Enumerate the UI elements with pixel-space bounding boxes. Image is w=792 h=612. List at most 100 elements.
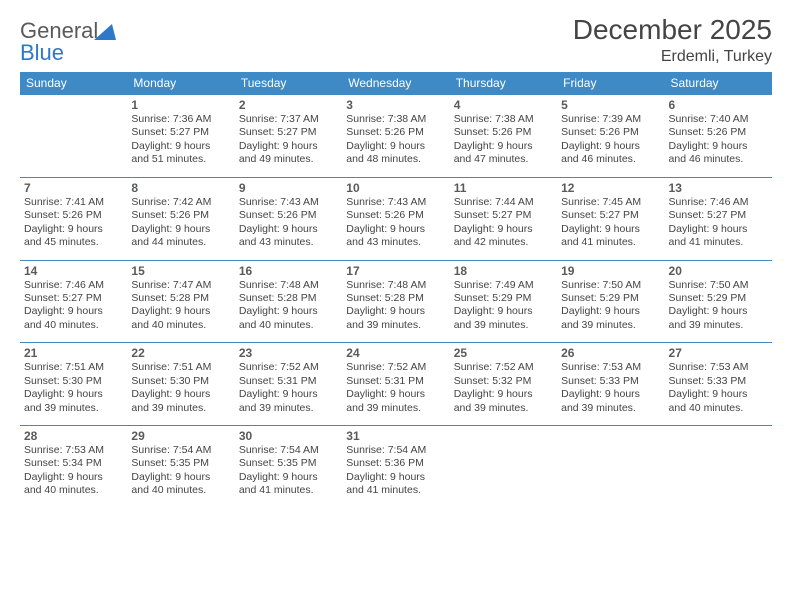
day-info-line: Sunrise: 7:53 AM <box>24 444 123 457</box>
calendar-day-cell: 2Sunrise: 7:37 AMSunset: 5:27 PMDaylight… <box>235 95 342 178</box>
calendar-day-cell <box>557 426 664 508</box>
day-info-line: and 41 minutes. <box>239 484 338 497</box>
day-number: 12 <box>561 181 660 195</box>
day-info: Sunrise: 7:41 AMSunset: 5:26 PMDaylight:… <box>24 196 123 250</box>
day-info-line: Sunset: 5:35 PM <box>131 457 230 470</box>
calendar-day-cell: 30Sunrise: 7:54 AMSunset: 5:35 PMDayligh… <box>235 426 342 508</box>
day-info-line: Sunset: 5:27 PM <box>131 126 230 139</box>
day-number: 4 <box>454 98 553 112</box>
calendar-day-cell: 17Sunrise: 7:48 AMSunset: 5:28 PMDayligh… <box>342 260 449 343</box>
day-number: 23 <box>239 346 338 360</box>
day-info-line: Sunrise: 7:43 AM <box>239 196 338 209</box>
day-info-line: and 46 minutes. <box>561 153 660 166</box>
day-info-line: Daylight: 9 hours <box>131 471 230 484</box>
day-info: Sunrise: 7:53 AMSunset: 5:33 PMDaylight:… <box>669 361 768 415</box>
day-info-line: Sunrise: 7:53 AM <box>669 361 768 374</box>
day-info-line: Sunrise: 7:51 AM <box>24 361 123 374</box>
day-info-line: Sunset: 5:28 PM <box>131 292 230 305</box>
calendar-day-cell: 22Sunrise: 7:51 AMSunset: 5:30 PMDayligh… <box>127 343 234 426</box>
day-info-line: Sunset: 5:26 PM <box>346 126 445 139</box>
day-info-line: and 49 minutes. <box>239 153 338 166</box>
day-info: Sunrise: 7:44 AMSunset: 5:27 PMDaylight:… <box>454 196 553 250</box>
day-info: Sunrise: 7:37 AMSunset: 5:27 PMDaylight:… <box>239 113 338 167</box>
day-info-line: and 40 minutes. <box>24 484 123 497</box>
day-info-line: Sunrise: 7:52 AM <box>346 361 445 374</box>
day-info-line: Sunrise: 7:38 AM <box>454 113 553 126</box>
day-number: 24 <box>346 346 445 360</box>
weekday-header: Thursday <box>450 72 557 95</box>
day-info-line: Daylight: 9 hours <box>131 140 230 153</box>
day-info: Sunrise: 7:42 AMSunset: 5:26 PMDaylight:… <box>131 196 230 250</box>
day-info-line: Daylight: 9 hours <box>239 388 338 401</box>
calendar-day-cell: 12Sunrise: 7:45 AMSunset: 5:27 PMDayligh… <box>557 177 664 260</box>
day-info-line: and 39 minutes. <box>346 402 445 415</box>
day-number: 6 <box>669 98 768 112</box>
day-info-line: Sunrise: 7:48 AM <box>346 279 445 292</box>
day-number: 3 <box>346 98 445 112</box>
calendar-table: Sunday Monday Tuesday Wednesday Thursday… <box>20 72 772 508</box>
day-info-line: Sunset: 5:33 PM <box>669 375 768 388</box>
weekday-header: Friday <box>557 72 664 95</box>
calendar-day-cell: 21Sunrise: 7:51 AMSunset: 5:30 PMDayligh… <box>20 343 127 426</box>
day-info: Sunrise: 7:50 AMSunset: 5:29 PMDaylight:… <box>669 279 768 333</box>
day-number: 30 <box>239 429 338 443</box>
day-number: 15 <box>131 264 230 278</box>
day-info: Sunrise: 7:53 AMSunset: 5:34 PMDaylight:… <box>24 444 123 498</box>
day-info-line: and 40 minutes. <box>131 319 230 332</box>
calendar-day-cell: 13Sunrise: 7:46 AMSunset: 5:27 PMDayligh… <box>665 177 772 260</box>
day-info-line: Sunset: 5:29 PM <box>561 292 660 305</box>
day-number: 26 <box>561 346 660 360</box>
calendar-day-cell: 29Sunrise: 7:54 AMSunset: 5:35 PMDayligh… <box>127 426 234 508</box>
day-info-line: Sunset: 5:26 PM <box>239 209 338 222</box>
calendar-day-cell: 26Sunrise: 7:53 AMSunset: 5:33 PMDayligh… <box>557 343 664 426</box>
calendar-week-row: 21Sunrise: 7:51 AMSunset: 5:30 PMDayligh… <box>20 343 772 426</box>
day-info-line: Daylight: 9 hours <box>239 223 338 236</box>
day-info-line: Sunrise: 7:48 AM <box>239 279 338 292</box>
day-info: Sunrise: 7:40 AMSunset: 5:26 PMDaylight:… <box>669 113 768 167</box>
weekday-header: Wednesday <box>342 72 449 95</box>
day-info-line: Sunrise: 7:52 AM <box>454 361 553 374</box>
day-info-line: and 39 minutes. <box>131 402 230 415</box>
day-info: Sunrise: 7:48 AMSunset: 5:28 PMDaylight:… <box>346 279 445 333</box>
day-info-line: Daylight: 9 hours <box>669 223 768 236</box>
day-info: Sunrise: 7:52 AMSunset: 5:32 PMDaylight:… <box>454 361 553 415</box>
day-info-line: Sunset: 5:27 PM <box>454 209 553 222</box>
day-info: Sunrise: 7:51 AMSunset: 5:30 PMDaylight:… <box>24 361 123 415</box>
day-info-line: and 39 minutes. <box>24 402 123 415</box>
day-info: Sunrise: 7:52 AMSunset: 5:31 PMDaylight:… <box>346 361 445 415</box>
day-info-line: Sunset: 5:35 PM <box>239 457 338 470</box>
day-number: 8 <box>131 181 230 195</box>
calendar-day-cell: 10Sunrise: 7:43 AMSunset: 5:26 PMDayligh… <box>342 177 449 260</box>
day-info-line: Sunrise: 7:49 AM <box>454 279 553 292</box>
day-info-line: and 39 minutes. <box>346 319 445 332</box>
day-info-line: Sunrise: 7:38 AM <box>346 113 445 126</box>
day-info-line: Daylight: 9 hours <box>24 388 123 401</box>
day-number: 19 <box>561 264 660 278</box>
day-info-line: Sunrise: 7:54 AM <box>131 444 230 457</box>
calendar-week-row: 1Sunrise: 7:36 AMSunset: 5:27 PMDaylight… <box>20 95 772 178</box>
day-number: 16 <box>239 264 338 278</box>
day-info: Sunrise: 7:54 AMSunset: 5:35 PMDaylight:… <box>239 444 338 498</box>
calendar-week-row: 28Sunrise: 7:53 AMSunset: 5:34 PMDayligh… <box>20 426 772 508</box>
calendar-day-cell: 31Sunrise: 7:54 AMSunset: 5:36 PMDayligh… <box>342 426 449 508</box>
day-info-line: Sunset: 5:30 PM <box>24 375 123 388</box>
day-info-line: and 39 minutes. <box>561 402 660 415</box>
day-info-line: Daylight: 9 hours <box>454 388 553 401</box>
location: Erdemli, Turkey <box>573 48 772 66</box>
calendar-day-cell: 18Sunrise: 7:49 AMSunset: 5:29 PMDayligh… <box>450 260 557 343</box>
month-title: December 2025 <box>573 14 772 46</box>
day-info-line: Daylight: 9 hours <box>561 140 660 153</box>
day-number: 21 <box>24 346 123 360</box>
day-info-line: and 48 minutes. <box>346 153 445 166</box>
day-info-line: Daylight: 9 hours <box>131 223 230 236</box>
day-info-line: and 40 minutes. <box>239 319 338 332</box>
day-info-line: and 40 minutes. <box>24 319 123 332</box>
day-info-line: Daylight: 9 hours <box>669 140 768 153</box>
day-info-line: and 41 minutes. <box>346 484 445 497</box>
calendar-day-cell: 7Sunrise: 7:41 AMSunset: 5:26 PMDaylight… <box>20 177 127 260</box>
day-info-line: Sunset: 5:31 PM <box>239 375 338 388</box>
day-info-line: and 39 minutes. <box>561 319 660 332</box>
day-info-line: and 46 minutes. <box>669 153 768 166</box>
day-info: Sunrise: 7:46 AMSunset: 5:27 PMDaylight:… <box>669 196 768 250</box>
day-info-line: Sunset: 5:32 PM <box>454 375 553 388</box>
